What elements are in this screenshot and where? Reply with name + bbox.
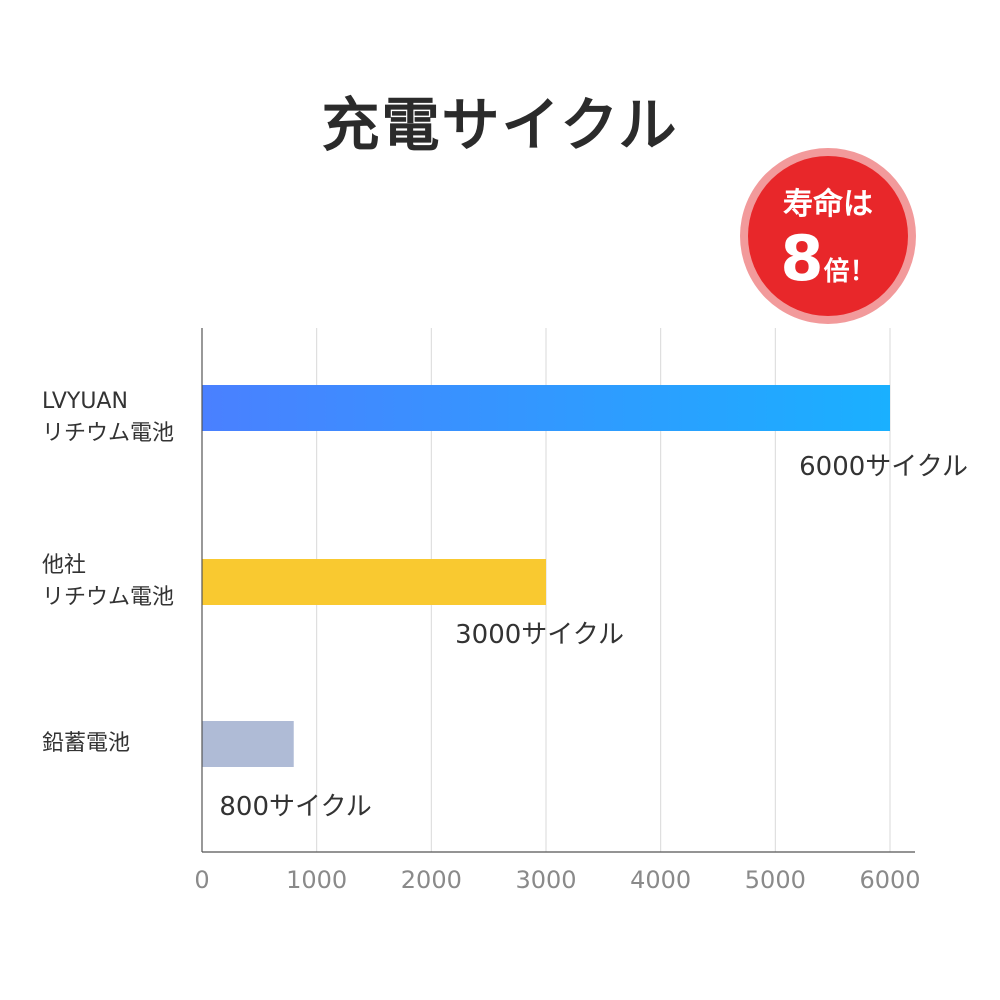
category-label-line: LVYUAN [42, 389, 128, 414]
x-tick-label-0: 0 [194, 866, 209, 894]
bar-3 [202, 721, 294, 767]
badge-number: 8 [780, 222, 824, 295]
category-label-2: 他社 リチウム電池 [42, 550, 174, 614]
x-tick-label-3000: 3000 [515, 866, 576, 894]
badge-line2: 8倍！ [748, 224, 908, 307]
category-label-line: 鉛蓄電池 [42, 731, 131, 756]
category-label-line: リチウム電池 [42, 585, 175, 610]
value-label-3: 800サイクル [219, 792, 371, 822]
x-tick-label-1000: 1000 [286, 866, 347, 894]
category-label-1: LVYUAN リチウム電池 [42, 386, 174, 450]
category-label-line: リチウム電池 [42, 421, 175, 446]
value-label-2: 3000サイクル [455, 620, 624, 650]
category-label-line: 他社 [42, 553, 87, 578]
lifespan-badge: 寿命は 8倍！ [748, 156, 908, 316]
x-tick-label-5000: 5000 [745, 866, 806, 894]
value-label-1: 6000サイクル [799, 452, 968, 482]
bar-1 [202, 385, 890, 431]
bar-2 [202, 559, 546, 605]
badge-suffix: 倍！ [823, 257, 876, 287]
x-tick-label-2000: 2000 [401, 866, 462, 894]
category-label-3: 鉛蓄電池 [42, 728, 130, 760]
x-tick-label-6000: 6000 [859, 866, 920, 894]
x-tick-label-4000: 4000 [630, 866, 691, 894]
chart-title: 充電サイクル [321, 91, 679, 159]
badge-line1: 寿命は [783, 187, 873, 222]
